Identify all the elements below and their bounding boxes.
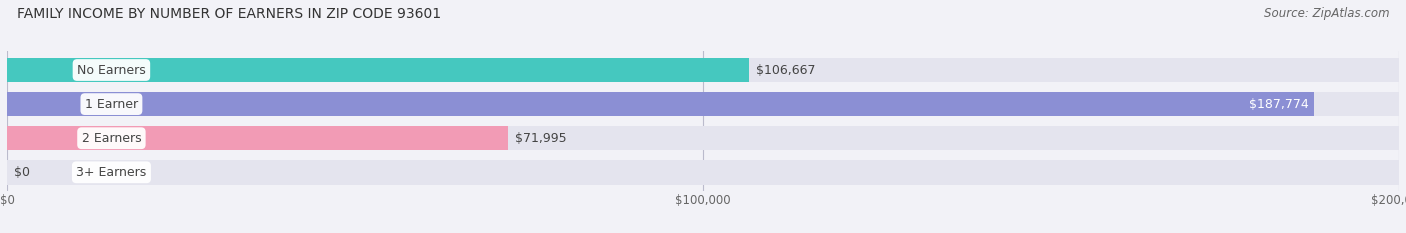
Text: $106,667: $106,667 (756, 64, 815, 76)
Text: FAMILY INCOME BY NUMBER OF EARNERS IN ZIP CODE 93601: FAMILY INCOME BY NUMBER OF EARNERS IN ZI… (17, 7, 441, 21)
Text: $0: $0 (14, 166, 30, 179)
Bar (7, 92, 1399, 116)
Bar (7, 126, 508, 151)
Text: 2 Earners: 2 Earners (82, 132, 141, 145)
Text: Source: ZipAtlas.com: Source: ZipAtlas.com (1264, 7, 1389, 20)
Text: 3+ Earners: 3+ Earners (76, 166, 146, 179)
Text: $71,995: $71,995 (515, 132, 567, 145)
Bar (7, 126, 1399, 151)
Text: 1 Earner: 1 Earner (84, 98, 138, 111)
Text: No Earners: No Earners (77, 64, 146, 76)
Bar (7, 58, 749, 82)
Bar (7, 58, 1399, 82)
Bar (7, 92, 1313, 116)
Bar (7, 160, 1399, 185)
Text: $187,774: $187,774 (1249, 98, 1309, 111)
